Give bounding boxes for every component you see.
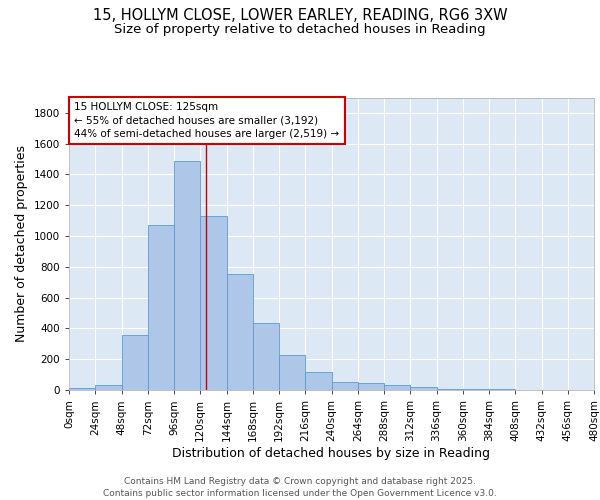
- Bar: [227, 274, 253, 390]
- Y-axis label: Number of detached properties: Number of detached properties: [15, 145, 28, 342]
- Bar: [489, 389, 515, 390]
- Bar: [148, 226, 174, 390]
- Bar: [384, 386, 410, 390]
- Bar: [200, 216, 227, 390]
- Text: Size of property relative to detached houses in Reading: Size of property relative to detached ho…: [114, 22, 486, 36]
- Bar: [253, 323, 279, 390]
- Text: 15, HOLLYM CLOSE, LOWER EARLEY, READING, RG6 3XW: 15, HOLLYM CLOSE, LOWER EARLEY, READING,…: [92, 8, 508, 22]
- Bar: [410, 387, 437, 390]
- Bar: [305, 372, 331, 390]
- Text: Contains HM Land Registry data © Crown copyright and database right 2025.
Contai: Contains HM Land Registry data © Crown c…: [103, 476, 497, 498]
- Bar: [463, 389, 489, 390]
- Bar: [174, 160, 200, 390]
- Bar: [437, 389, 463, 390]
- X-axis label: Distribution of detached houses by size in Reading: Distribution of detached houses by size …: [173, 446, 491, 460]
- Bar: [69, 388, 95, 390]
- Bar: [358, 383, 384, 390]
- Bar: [95, 384, 121, 390]
- Text: 15 HOLLYM CLOSE: 125sqm
← 55% of detached houses are smaller (3,192)
44% of semi: 15 HOLLYM CLOSE: 125sqm ← 55% of detache…: [74, 102, 340, 139]
- Bar: [121, 336, 148, 390]
- Bar: [279, 354, 305, 390]
- Bar: [331, 382, 358, 390]
